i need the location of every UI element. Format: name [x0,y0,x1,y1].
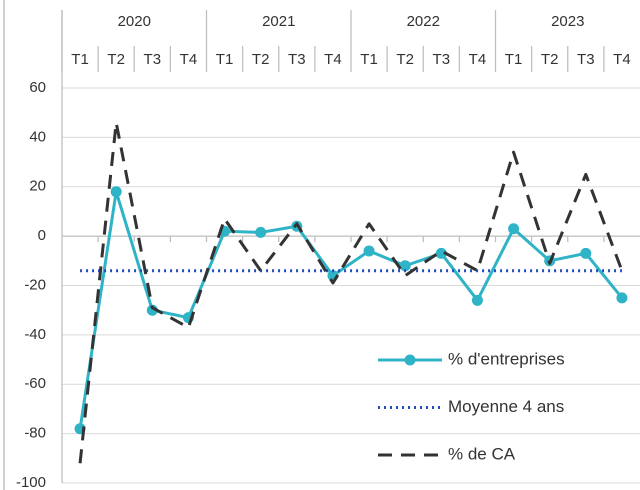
x-tick-label: T1 [505,51,523,68]
legend-label: % d'entreprises [448,349,565,368]
marker [146,304,158,316]
y-tick-label: -100 [16,474,46,490]
y-tick-label: -40 [24,326,46,343]
legend-marker [404,354,416,366]
y-tick-label: -60 [24,375,46,392]
y-tick-label: 20 [29,178,46,195]
group-label: 2021 [262,13,295,30]
marker [580,247,592,259]
group-label: 2020 [118,13,151,30]
x-tick-label: T3 [577,51,595,68]
x-tick-label: T1 [216,51,234,68]
x-tick-label: T4 [180,51,198,68]
series-line [78,121,624,464]
y-tick-label: 40 [29,128,46,145]
marker [399,260,411,272]
x-tick-label: T3 [433,51,451,68]
y-tick-label: 60 [29,79,46,96]
group-label: 2023 [551,13,584,30]
x-tick-label: T4 [324,51,342,68]
y-tick-label: -20 [24,276,46,293]
x-tick-label: T4 [613,51,631,68]
x-tick-label: T3 [144,51,162,68]
series-line [78,190,624,429]
x-tick-label: T2 [396,51,414,68]
marker [363,245,375,257]
x-tick-label: T2 [107,51,125,68]
x-tick-label: T2 [541,51,559,68]
legend-label: % de CA [448,444,516,463]
x-tick-label: T1 [360,51,378,68]
group-label: 2022 [407,13,440,30]
y-tick-label: -80 [24,425,46,442]
marker [616,292,628,304]
x-tick-label: T2 [252,51,270,68]
marker [110,186,122,198]
legend-label: Moyenne 4 ans [448,397,564,416]
marker [471,294,483,306]
x-tick-label: T4 [469,51,487,68]
marker [255,226,267,238]
x-tick-label: T1 [71,51,89,68]
marker [508,223,520,235]
y-tick-label: 0 [38,227,46,244]
marker [435,247,447,259]
x-tick-label: T3 [288,51,306,68]
